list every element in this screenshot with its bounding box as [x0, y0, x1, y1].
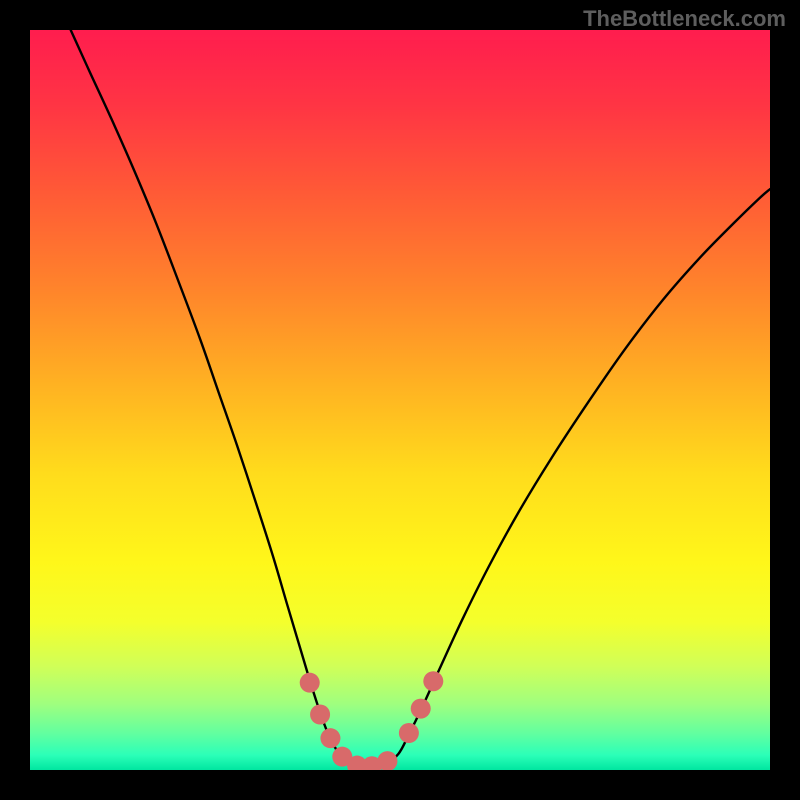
curve-marker — [300, 673, 320, 693]
curve-marker — [377, 751, 397, 771]
bottleneck-chart — [0, 0, 800, 800]
watermark-text: TheBottleneck.com — [583, 6, 786, 32]
curve-marker — [423, 671, 443, 691]
chart-container: TheBottleneck.com — [0, 0, 800, 800]
curve-marker — [411, 699, 431, 719]
curve-marker — [320, 728, 340, 748]
curve-marker — [310, 705, 330, 725]
curve-marker — [399, 723, 419, 743]
plot-background — [30, 30, 770, 770]
